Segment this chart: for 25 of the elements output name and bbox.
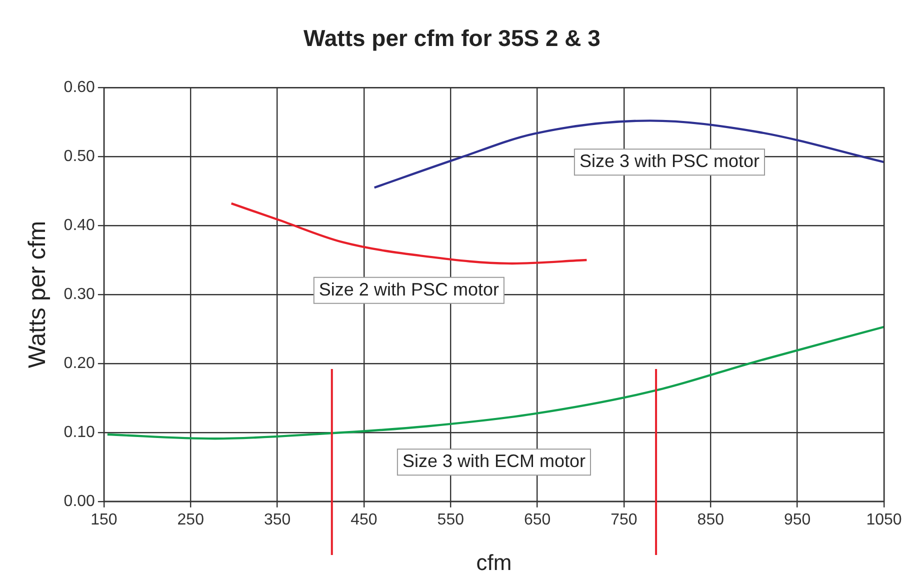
line-series (373, 120, 884, 189)
y-tick-label: 0.40 (64, 216, 96, 234)
y-tick-label: 0.60 (64, 79, 96, 96)
x-tick-label: 750 (610, 511, 638, 528)
y-tick-label: 0.50 (64, 148, 96, 165)
series-label: Size 3 with PSC motor (579, 151, 760, 172)
y-tick-label: 0.20 (64, 354, 96, 372)
y-tick-label: 0.00 (64, 492, 96, 510)
x-tick-label: 450 (350, 511, 378, 528)
x-tick-label: 550 (437, 511, 464, 528)
x-tick-label: 850 (697, 511, 724, 528)
y-tick-label: 0.10 (64, 424, 96, 441)
line-series (230, 202, 588, 265)
x-tick-label: 650 (524, 511, 551, 528)
x-tick-label: 250 (177, 511, 204, 528)
series-label: Size 3 with ECM motor (402, 451, 586, 472)
y-tick-label: 0.30 (64, 286, 96, 303)
x-tick-label: 1050 (866, 511, 902, 528)
x-tick-label: 950 (784, 511, 811, 528)
y-axis-title: Watts per cfm (24, 220, 52, 368)
x-tick-label: 150 (90, 511, 118, 528)
x-axis-title: cfm (476, 550, 512, 575)
series-label: Size 2 with PSC motor (318, 279, 499, 300)
chart-title: Watts per cfm for 35S 2 & 3 (304, 25, 600, 52)
x-tick-label: 350 (264, 511, 291, 528)
